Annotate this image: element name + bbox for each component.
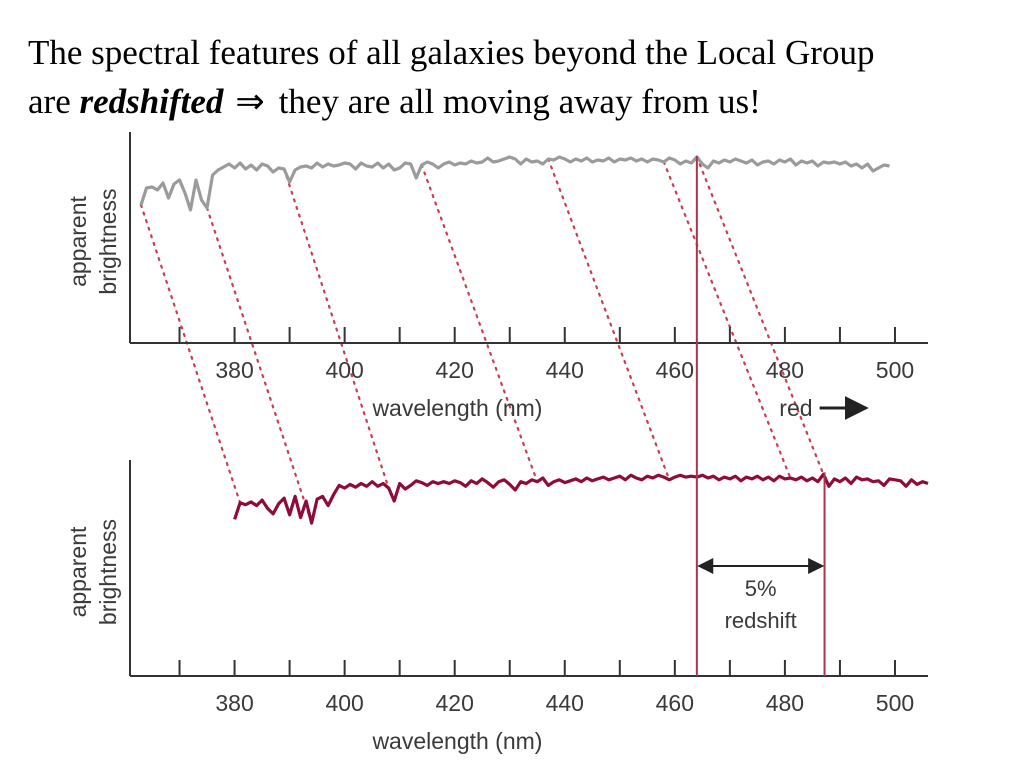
top-y-axis-label-line-2: brightness xyxy=(95,188,121,294)
x-tick-label: 460 xyxy=(656,690,694,716)
x-tick-label: 480 xyxy=(766,357,804,383)
top-y-axis-label-line-1: apparent xyxy=(65,195,91,286)
redshift-word-label: redshift xyxy=(725,608,797,633)
bottom-y-axis-label-line-1: apparent xyxy=(65,526,91,617)
feature-guide-lines xyxy=(139,155,825,525)
heading-line-1: The spectral features of all galaxies be… xyxy=(28,28,1018,77)
feature-guide-line xyxy=(547,157,671,481)
feature-guide-line xyxy=(662,160,792,480)
x-tick-label: 400 xyxy=(325,357,363,383)
x-tick-label: 380 xyxy=(215,357,253,383)
bottom-y-axis-label-line-2: brightness xyxy=(95,519,121,625)
rest-spectrum-line xyxy=(139,155,890,212)
top-x-tick-labels: 380 400 420 440 460 480 500 xyxy=(215,357,914,383)
x-tick-label: 380 xyxy=(215,690,253,716)
x-tick-label: 500 xyxy=(876,357,914,383)
heading-line-1-text: The spectral features of all galaxies be… xyxy=(28,33,875,72)
x-tick-label: 400 xyxy=(325,690,363,716)
feature-guide-line xyxy=(420,163,539,483)
bottom-x-ticks xyxy=(178,660,896,676)
x-tick-label: 440 xyxy=(546,690,584,716)
slide-heading: The spectral features of all galaxies be… xyxy=(28,28,1018,126)
feature-guide-line xyxy=(139,203,242,504)
heading-line-2: are redshifted ⇒ they are all moving away … xyxy=(28,77,1018,126)
feature-guide-line xyxy=(205,206,313,525)
x-tick-label: 460 xyxy=(656,357,694,383)
feature-guide-line xyxy=(695,155,825,476)
implies-symbol: ⇒ xyxy=(235,82,265,121)
redshift-percent-label: 5% xyxy=(745,576,777,601)
bottom-x-axis-label: wavelength (nm) xyxy=(371,728,542,754)
rest-spectrum-panel: 380 400 420 440 460 480 500 wavelength (nm) ap… xyxy=(65,132,928,421)
x-tick-label: 480 xyxy=(766,690,804,716)
feature-guide-line xyxy=(282,167,390,490)
redshifted-spectrum-panel: 380 400 420 440 460 480 500 wavelength (nm) ap… xyxy=(65,460,929,754)
heading-suffix: they are all moving away from us! xyxy=(278,82,761,121)
x-tick-label: 420 xyxy=(436,690,474,716)
x-tick-label: 440 xyxy=(546,357,584,383)
bottom-x-tick-labels: 380 400 420 440 460 480 500 xyxy=(215,690,914,716)
redshifted-spectrum-line xyxy=(233,472,929,525)
red-direction-label: red xyxy=(779,395,812,421)
top-x-axis-label: wavelength (nm) xyxy=(371,395,542,421)
x-tick-label: 500 xyxy=(876,690,914,716)
x-tick-label: 420 xyxy=(436,357,474,383)
heading-keyword: redshifted xyxy=(79,82,224,121)
top-x-ticks xyxy=(178,327,896,343)
heading-prefix: are xyxy=(28,82,71,121)
